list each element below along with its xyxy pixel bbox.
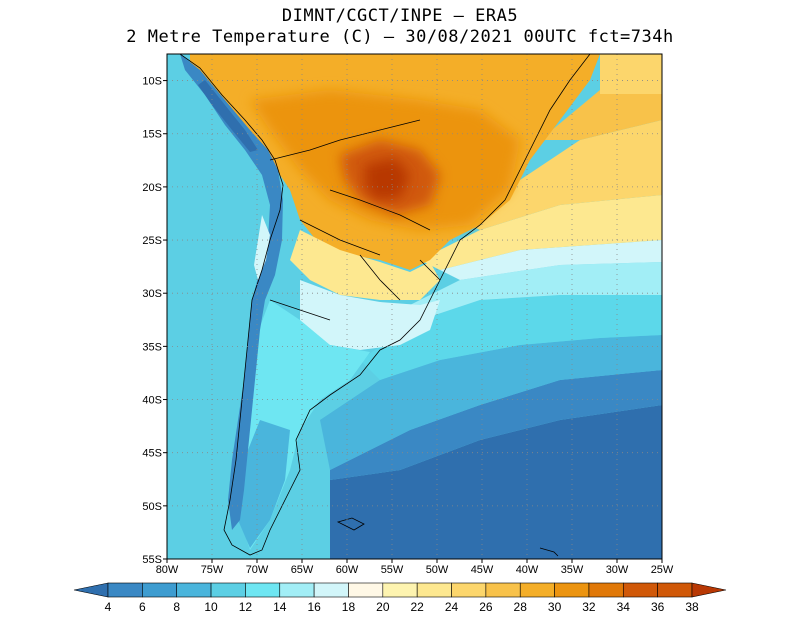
colorbar-low-arrow — [73, 582, 109, 598]
colorbar-swatch — [588, 582, 624, 598]
colorbar-swatch — [245, 582, 281, 598]
coastlines — [179, 54, 591, 557]
colorbar-label: 26 — [479, 600, 493, 614]
lat-label: 50S — [142, 501, 162, 513]
colorbar-label: 32 — [582, 600, 596, 614]
colorbar-swatch — [348, 582, 384, 598]
lat-label: 45S — [142, 448, 162, 460]
colorbar-swatch — [382, 582, 418, 598]
lon-label: 70W — [246, 564, 269, 576]
lon-label: 60W — [336, 564, 359, 576]
colorbar-swatch — [142, 582, 178, 598]
atlantic-subtropical-field — [420, 195, 662, 270]
border-lines — [269, 119, 441, 321]
atlantic-pale-band — [440, 240, 662, 280]
colorbar-label: 6 — [139, 600, 146, 614]
colorbar-swatch — [657, 582, 693, 598]
atlantic-ne-warm-field — [600, 54, 662, 94]
colorbar-label: 36 — [651, 600, 665, 614]
colorbar-swatch — [416, 582, 452, 598]
atlantic-high-lat-field — [330, 405, 662, 559]
colorbar-label: 18 — [342, 600, 356, 614]
colorbar-swatch — [622, 582, 658, 598]
atlantic-mid-field — [320, 335, 662, 470]
lon-label: 75W — [201, 564, 224, 576]
lon-label: 80W — [156, 564, 179, 576]
temperature-field — [167, 54, 662, 559]
colorbar-label: 10 — [204, 600, 218, 614]
lat-label: 55S — [142, 554, 162, 566]
colorbar-swatch — [210, 582, 246, 598]
colorbar-swatch — [279, 582, 315, 598]
lat-label: 30S — [142, 288, 162, 300]
lon-label: 40W — [516, 564, 539, 576]
andes-pale-ridge — [254, 215, 270, 280]
lon-label: 55W — [381, 564, 404, 576]
colorbar-swatch — [313, 582, 349, 598]
colorbar-swatch — [176, 582, 212, 598]
colorbar: 4 6 8 10 12 14 16 18 20 22 24 26 28 30 32 34 36 38 — [73, 582, 727, 614]
lon-label: 50W — [426, 564, 449, 576]
colorbar-label: 34 — [617, 600, 631, 614]
map-frame — [166, 53, 663, 560]
south-america-coastline — [179, 54, 591, 556]
latitude-labels: 10S 15S 20S 25S 30S 35S 40S 45S 50S 55S — [142, 76, 167, 566]
lon-label: 65W — [291, 564, 314, 576]
lon-label: 25W — [651, 564, 674, 576]
colorbar-label: 4 — [105, 600, 112, 614]
patagonia-mid-field — [238, 420, 290, 548]
colorbar-label: 14 — [273, 600, 287, 614]
colorbar-swatch — [451, 582, 487, 598]
atlantic-warm-band — [460, 120, 662, 230]
colorbar-label: 22 — [410, 600, 424, 614]
lat-label: 20S — [142, 182, 162, 194]
longitude-labels: 80W 75W 70W 65W 60W 55W 50W 45W 40W 35W 30W 25W — [156, 559, 674, 576]
colorbar-label: 38 — [685, 600, 699, 614]
colorbar-swatch — [554, 582, 590, 598]
gridlines — [167, 54, 662, 559]
south-georgia-island — [539, 547, 559, 557]
andes-cold-strip — [180, 54, 283, 530]
map-title-line1: DIMNT/CGCT/INPE – ERA5 — [281, 6, 519, 26]
colorbar-label: 12 — [239, 600, 253, 614]
lon-label: 45W — [471, 564, 494, 576]
colorbar-swatch — [485, 582, 521, 598]
colorbar-label: 24 — [445, 600, 459, 614]
southern-brazil-cool-field — [290, 230, 440, 300]
lat-label: 35S — [142, 341, 162, 353]
lat-label: 40S — [142, 395, 162, 407]
colorbar-label: 16 — [307, 600, 321, 614]
colorbar-swatch — [519, 582, 555, 598]
central-brazil-hottest-core — [365, 158, 410, 200]
colorbar-label: 20 — [376, 600, 390, 614]
map-title-line2: 2 Metre Temperature (C) – 30/08/2021 00U… — [126, 27, 674, 47]
uruguay-argentina-pale-field — [300, 280, 440, 350]
lat-label: 15S — [142, 129, 162, 141]
atlantic-light-cyan-band — [400, 262, 662, 320]
colorbar-high-arrow — [691, 582, 727, 598]
lon-label: 30W — [606, 564, 629, 576]
colorbar-label: 28 — [514, 600, 528, 614]
atlantic-cyan-band — [360, 295, 662, 380]
colorbar-swatch — [107, 582, 143, 598]
lat-label: 10S — [142, 76, 162, 88]
colorbar-label: 8 — [173, 600, 180, 614]
lon-label: 35W — [561, 564, 584, 576]
colorbar-label: 30 — [548, 600, 562, 614]
lat-label: 25S — [142, 235, 162, 247]
